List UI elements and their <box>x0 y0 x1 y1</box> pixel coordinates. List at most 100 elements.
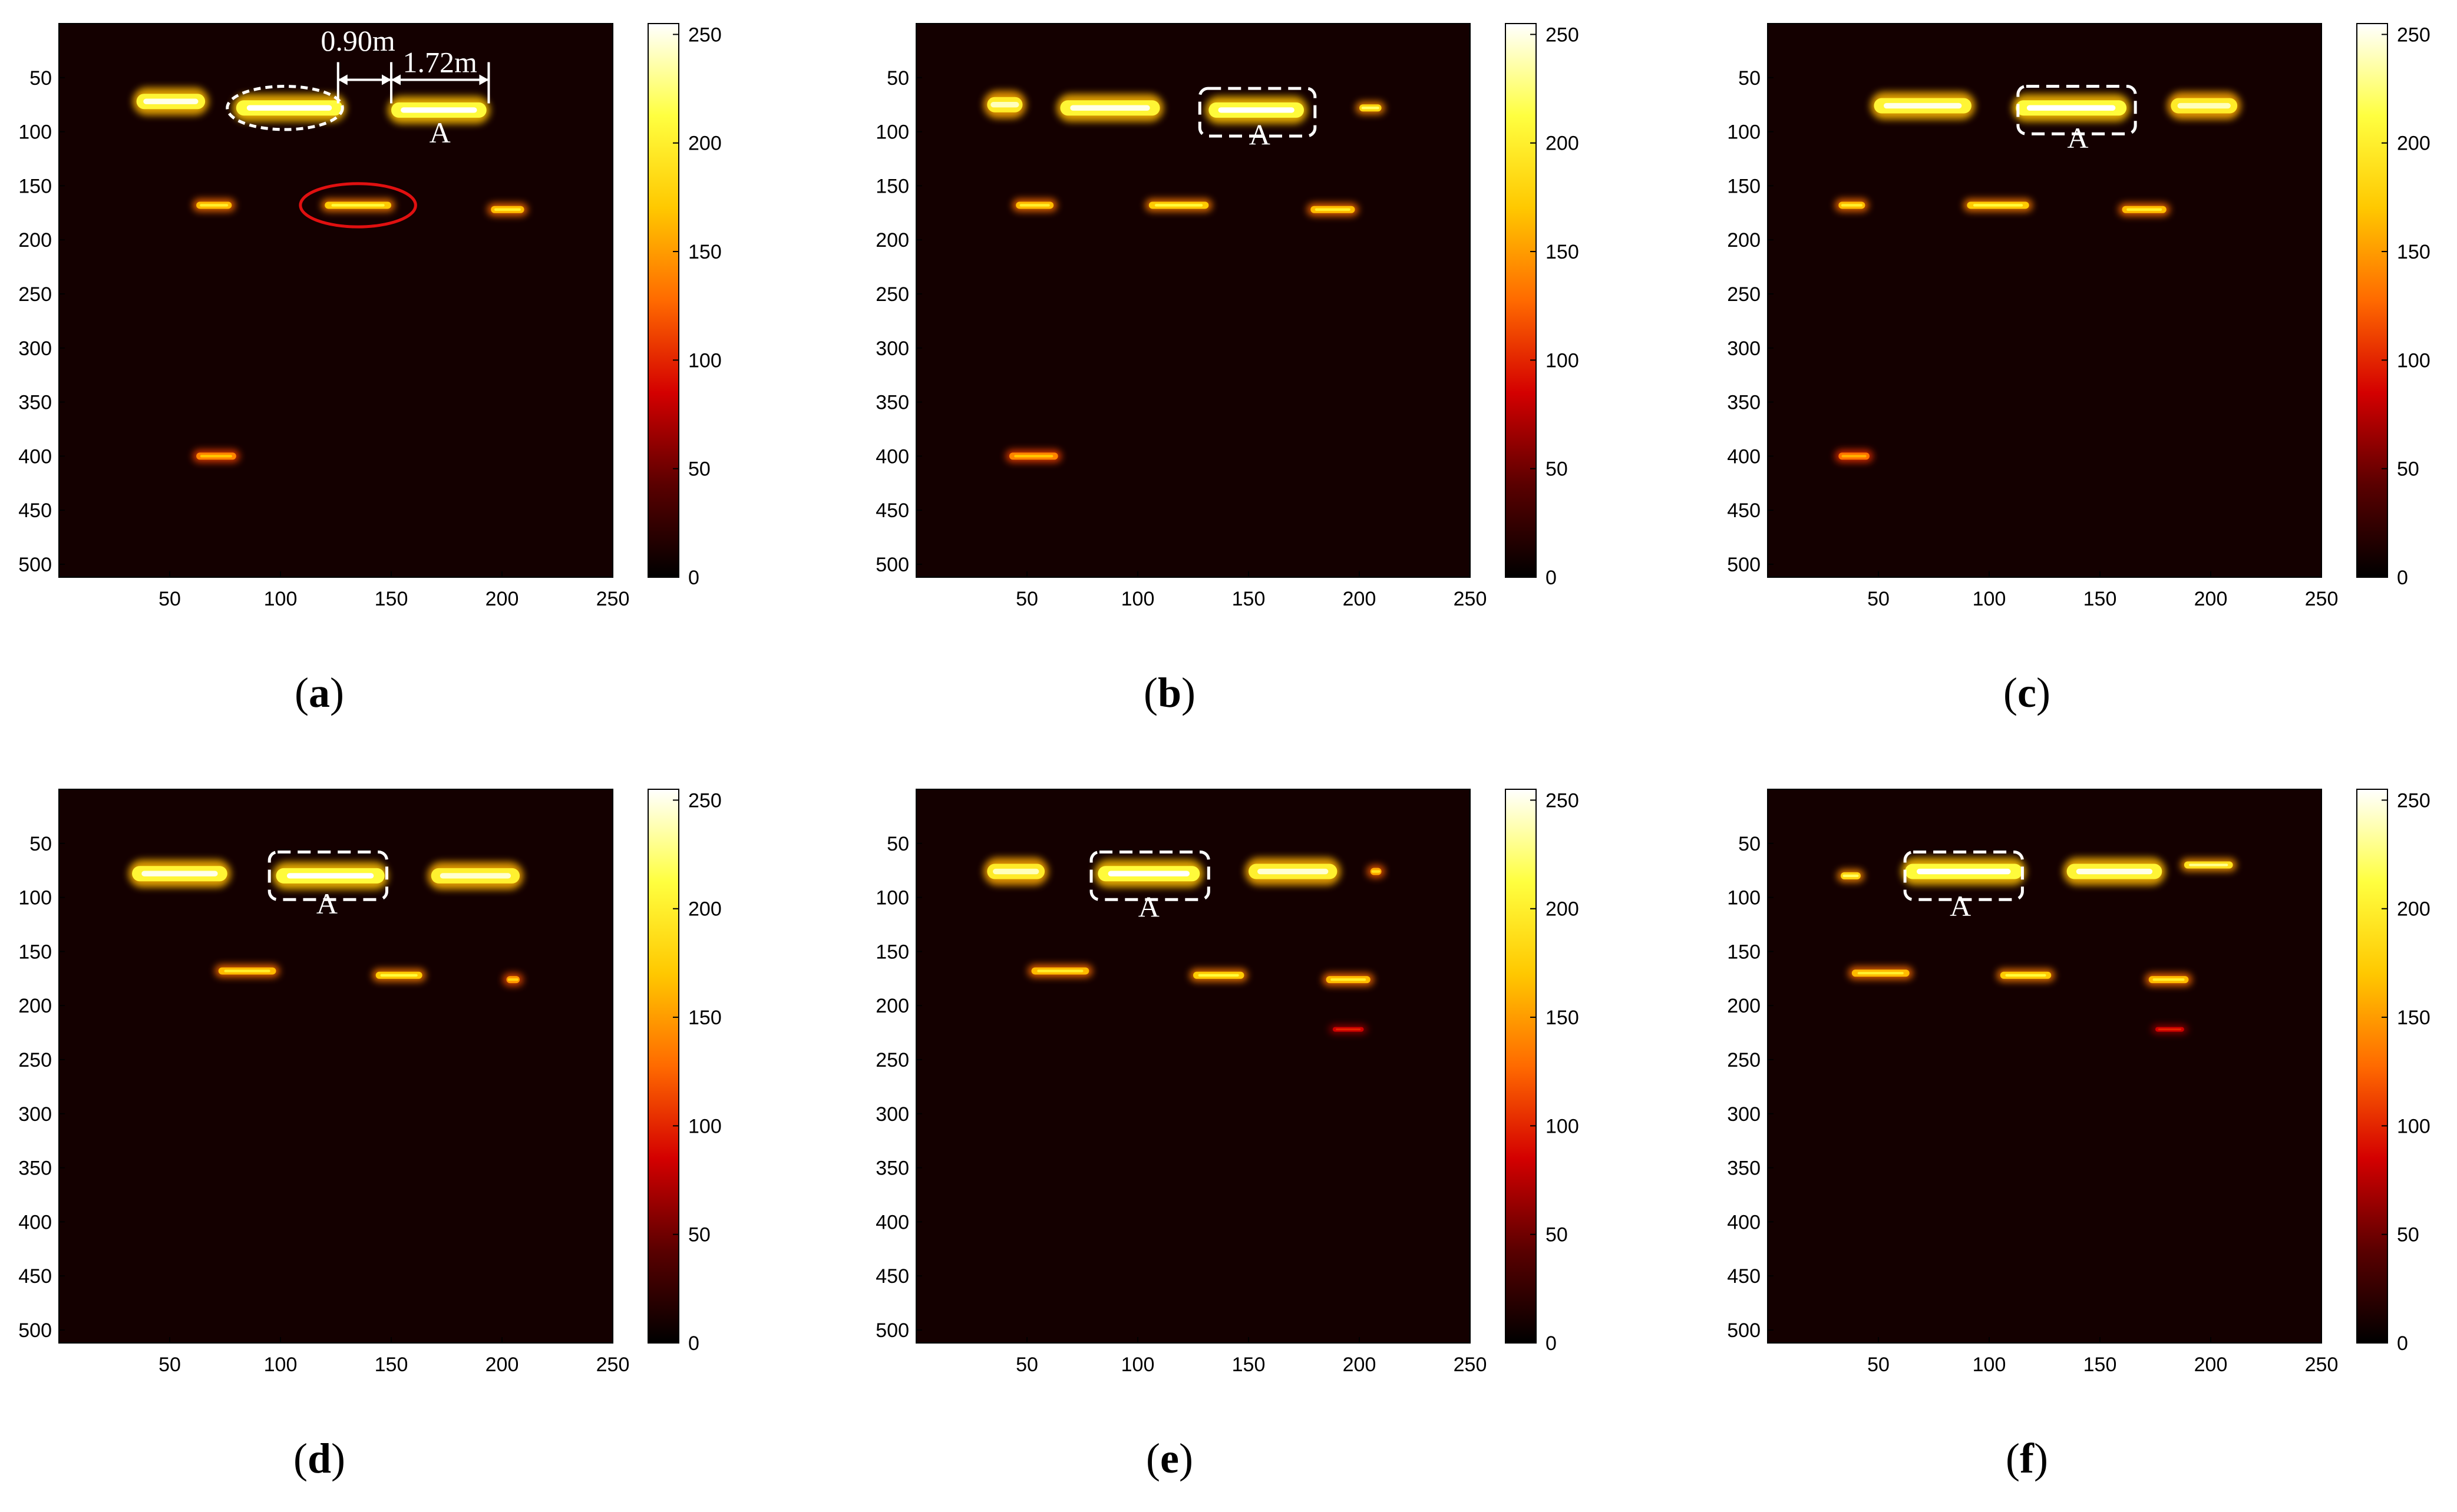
panel-f: A 50 100 150 200 250 50 100 150 200 250 300 350 400 45… <box>1709 766 2457 1508</box>
y-tick-label: 50 <box>1738 833 1761 855</box>
label-a: A <box>316 887 338 920</box>
colorbar-tick-label: 150 <box>1545 241 1579 263</box>
y-tick-label: 100 <box>1727 121 1761 144</box>
label-a: A <box>430 116 451 149</box>
dashed-box <box>2016 84 2137 135</box>
y-tick-label: 150 <box>876 175 909 197</box>
blob-core <box>1841 204 1862 207</box>
x-tick-label: 200 <box>2194 588 2228 610</box>
blob-core <box>1842 874 1859 878</box>
y-tick-label: 400 <box>876 1211 909 1233</box>
colorbar-tick-label: 200 <box>688 133 722 155</box>
y-tick-label: 450 <box>18 499 52 522</box>
blob-core <box>993 868 1039 875</box>
heatmap-d: A 50 100 150 200 250 50 100 150 200 250 300 350 400 45… <box>18 789 722 1376</box>
y-tick-label: 500 <box>876 554 909 576</box>
x-tick-label: 250 <box>1454 1354 1487 1376</box>
white-dashed-ellipse <box>226 84 344 131</box>
blob-core <box>1361 107 1379 110</box>
y-tick-label: 50 <box>887 833 909 855</box>
y-tick-label: 150 <box>1727 941 1761 963</box>
label-a: A <box>1950 889 1971 922</box>
x-tick-label: 100 <box>1121 1354 1155 1376</box>
blob-core <box>246 105 332 111</box>
x-tick-label: 250 <box>596 1354 630 1376</box>
blob-core <box>2177 102 2231 109</box>
colorbar-tick-label: 250 <box>1545 789 1579 812</box>
x-tick-label: 100 <box>1973 1354 2006 1376</box>
blob-core <box>440 873 511 879</box>
colorbar-tick-label: 100 <box>1545 349 1579 372</box>
blob-core <box>2152 978 2185 981</box>
y-tick-label: 200 <box>1727 995 1761 1017</box>
axes-frame <box>1767 23 2322 578</box>
dimension-label: 0.90m <box>321 24 395 57</box>
dashed-box <box>1198 87 1317 138</box>
blob-core <box>2158 1028 2181 1031</box>
panel-a: A 0.90m 1.72m 50 100 150 200 250 50 100 150 200 250 3… <box>0 0 813 742</box>
y-tick-label: 200 <box>1727 229 1761 252</box>
label-a: A <box>2067 121 2088 154</box>
colorbar-tick-label: 100 <box>688 349 722 372</box>
colorbar-tick-label: 50 <box>1545 458 1568 481</box>
x-tick-label: 200 <box>2194 1354 2228 1376</box>
arrow-head <box>479 74 489 85</box>
y-tick-label: 450 <box>876 1265 909 1288</box>
y-tick-label: 300 <box>18 338 52 360</box>
blob-core <box>2026 105 2116 111</box>
y-tick-label: 350 <box>1727 1157 1761 1180</box>
y-tick-label: 500 <box>18 554 52 576</box>
y-tick-label: 250 <box>876 283 909 306</box>
colorbar <box>2356 789 2388 1344</box>
x-tick-label: 200 <box>1343 588 1376 610</box>
blob-core <box>286 873 374 879</box>
blob-core <box>1336 1028 1361 1031</box>
caption-e: (e) <box>1146 1435 1193 1482</box>
y-tick-label: 50 <box>29 833 52 855</box>
x-tick-label: 100 <box>1121 588 1155 610</box>
colorbar-tick-label: 100 <box>1545 1115 1579 1137</box>
panel-b: A 50 100 150 200 250 50 100 150 200 250 300 350 400 45… <box>857 0 1670 742</box>
axes-frame <box>1767 789 2322 1344</box>
y-tick-label: 50 <box>29 67 52 90</box>
blob-core <box>1019 204 1050 207</box>
x-tick-label: 50 <box>158 588 181 610</box>
y-tick-label: 350 <box>18 392 52 414</box>
colorbar-tick-label: 250 <box>2397 24 2430 46</box>
blob-core <box>1973 204 2023 207</box>
x-tick-label: 150 <box>375 588 408 610</box>
y-tick-label: 350 <box>18 1157 52 1180</box>
y-tick-label: 400 <box>18 445 52 468</box>
y-tick-label: 250 <box>1727 283 1761 306</box>
axes-frame <box>916 789 1471 1344</box>
colorbar-tick-label: 150 <box>2397 241 2430 263</box>
colorbar-tick-label: 250 <box>688 789 722 812</box>
label-a: A <box>1249 118 1270 151</box>
colorbar-tick-label: 200 <box>688 898 722 921</box>
y-tick-label: 350 <box>1727 392 1761 414</box>
blob-core <box>2189 863 2228 866</box>
blob-core <box>380 974 418 977</box>
colorbar-tick-label: 200 <box>1545 133 1579 155</box>
y-tick-label: 450 <box>1727 1265 1761 1288</box>
y-tick-label: 150 <box>18 941 52 963</box>
y-tick-label: 500 <box>876 1319 909 1342</box>
y-tick-label: 250 <box>18 283 52 306</box>
blob-core <box>1037 970 1084 972</box>
x-tick-label: 250 <box>1454 588 1487 610</box>
blob-core <box>141 871 218 876</box>
colorbar-tick-label: 150 <box>688 1007 722 1029</box>
colorbar-tick-label: 250 <box>2397 789 2430 812</box>
colorbar-tick-label: 200 <box>2397 898 2430 921</box>
blob-core <box>200 204 229 207</box>
y-tick-label: 50 <box>1738 67 1761 90</box>
y-tick-label: 450 <box>876 499 909 522</box>
x-tick-label: 200 <box>486 588 519 610</box>
y-tick-label: 300 <box>18 1103 52 1126</box>
heatmap-c: A 50 100 150 200 250 50 100 150 200 250 300 350 400 45… <box>1727 23 2430 610</box>
colorbar-tick-label: 0 <box>2397 1332 2408 1355</box>
x-tick-label: 150 <box>375 1354 408 1376</box>
colorbar-tick-label: 50 <box>688 458 711 481</box>
y-tick-label: 200 <box>876 995 909 1017</box>
x-tick-label: 250 <box>2305 1354 2339 1376</box>
